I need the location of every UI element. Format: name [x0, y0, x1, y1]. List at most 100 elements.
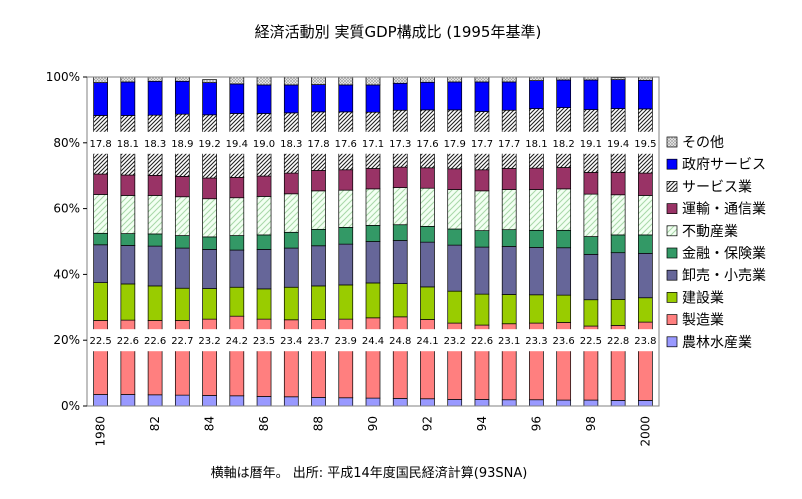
- data-label-0-1990: 24.4: [362, 336, 384, 347]
- bar-stack-1991: [392, 76, 408, 407]
- legend-label: 不動産業: [682, 224, 738, 240]
- data-label-0-1989: 23.9: [335, 336, 357, 347]
- bar-segment-2-1988: [311, 285, 326, 320]
- bar-segment-8-1999: [610, 79, 626, 109]
- legend-swatch: [666, 269, 678, 281]
- data-label-1-1999: 19.4: [607, 139, 629, 150]
- bar-segment-6-2000: [638, 172, 653, 196]
- legend-label: その他: [682, 135, 724, 151]
- bar-segment-4-1988: [311, 228, 326, 247]
- bar-segment-5-1988: [311, 190, 326, 230]
- bar-segment-0-1992: [420, 398, 435, 407]
- bar-segment-6-1982: [147, 175, 163, 196]
- bar-stack-1997: [556, 76, 572, 407]
- bar-segment-3-1990: [365, 241, 381, 284]
- bar-stack-1981: [120, 76, 136, 407]
- bar-segment-5-1998: [583, 193, 599, 237]
- bar-segment-4-1997: [556, 229, 572, 249]
- bar-segment-4-1995: [501, 229, 517, 247]
- bar-segment-6-1993: [447, 168, 463, 190]
- bar-segment-0-1997: [556, 399, 572, 407]
- bar-segment-9-1994: [474, 76, 490, 83]
- bar-segment-9-1988: [311, 76, 326, 85]
- bar-segment-2-1997: [556, 294, 572, 323]
- x-tick-label: 96: [529, 416, 543, 431]
- axis-break-band-1: [87, 131, 659, 154]
- bar-segment-2-1994: [474, 293, 490, 326]
- bar-segment-6-1999: [610, 172, 626, 196]
- bar-segment-0-1989: [338, 397, 354, 407]
- x-tick-label: 88: [312, 416, 326, 431]
- bar-segment-8-1983: [174, 80, 190, 115]
- data-label-0-1997: 23.6: [553, 336, 575, 347]
- bar-segment-6-1985: [229, 177, 245, 199]
- bar-segment-5-1992: [420, 187, 435, 227]
- y-tick-label: 20%: [53, 333, 80, 347]
- data-label-1-1986: 19.0: [253, 139, 275, 150]
- legend-label: 卸売・小売業: [682, 268, 766, 284]
- bar-segment-0-1993: [447, 399, 463, 407]
- data-label-0-1986: 23.5: [253, 336, 275, 347]
- bar-segment-2-1990: [365, 282, 381, 319]
- data-label-1-1985: 19.4: [226, 139, 248, 150]
- bar-segment-3-1998: [583, 253, 599, 301]
- bar-segment-2-1980: [93, 282, 108, 321]
- bar-segment-5-1986: [256, 196, 272, 236]
- bar-stack-1996: [529, 76, 544, 407]
- bar-stack-1982: [147, 76, 163, 407]
- data-label-0-1987: 23.4: [280, 336, 302, 347]
- x-axis: 1980 82 84 86 88 90 92 94 96 98 2000: [94, 416, 653, 447]
- bar-segment-9-1983: [174, 76, 190, 82]
- bar-segment-4-1984: [202, 236, 217, 250]
- bar-segment-4-1992: [420, 226, 435, 243]
- bar-segment-0-1990: [365, 397, 381, 407]
- bar-segment-2-1991: [392, 283, 408, 318]
- bar-segment-3-1986: [256, 249, 272, 290]
- bar-segment-4-2000: [638, 234, 653, 254]
- bar-segment-6-1990: [365, 168, 381, 190]
- bar-segment-9-1991: [392, 76, 408, 84]
- bar-segment-5-1996: [529, 189, 544, 231]
- bar-segment-9-1985: [229, 76, 245, 85]
- bar-segment-4-1985: [229, 235, 245, 251]
- bar-segment-0-1999: [610, 400, 626, 407]
- bar-segment-5-1981: [120, 195, 136, 234]
- bar-segment-6-1983: [174, 176, 190, 198]
- bar-segment-5-1983: [174, 196, 190, 236]
- bar-segment-4-1982: [147, 233, 163, 247]
- legend-swatch: [666, 225, 678, 237]
- bar-segment-9-1984: [202, 79, 217, 83]
- bar-stack-1992: [420, 76, 435, 407]
- x-tick-label: 98: [584, 416, 598, 431]
- bar-segment-6-1981: [120, 174, 136, 196]
- bar-segment-5-1994: [474, 190, 490, 231]
- legend-swatch: [666, 203, 678, 214]
- legend-label: サービス業: [682, 179, 752, 195]
- bar-segment-4-1994: [474, 230, 490, 248]
- bar-stack-1984: [202, 79, 217, 407]
- bar-stack-1998: [583, 76, 599, 407]
- legend-label: 金融・保険業: [682, 246, 766, 262]
- bar-segment-9-1999: [610, 77, 626, 80]
- x-tick-label: 90: [366, 416, 380, 431]
- y-tick-label: 100%: [46, 70, 80, 84]
- data-label-0-1991: 24.8: [389, 336, 411, 347]
- bar-segment-6-1995: [501, 168, 517, 190]
- data-label-1-1980: 17.8: [89, 139, 111, 150]
- y-tick-label: 80%: [53, 136, 80, 150]
- bar-segment-0-1984: [202, 395, 217, 407]
- bar-segment-4-1990: [365, 225, 381, 242]
- y-axis: 0% 20% 40% 60% 80% 100%: [46, 70, 87, 413]
- bar-stack-1987: [283, 76, 299, 407]
- bar-segment-3-1985: [229, 249, 245, 288]
- legend-swatch: [666, 247, 678, 259]
- bar-segment-6-1986: [256, 175, 272, 197]
- bar-segment-0-2000: [638, 400, 653, 407]
- bar-segment-2-1982: [147, 285, 163, 321]
- bar-segment-6-1987: [283, 172, 299, 195]
- bar-segment-3-1988: [311, 245, 326, 287]
- bar-segment-8-1981: [120, 81, 136, 116]
- bar-segment-3-1994: [474, 246, 490, 295]
- bar-segment-8-1989: [338, 84, 354, 113]
- bar-segment-3-1989: [338, 243, 354, 286]
